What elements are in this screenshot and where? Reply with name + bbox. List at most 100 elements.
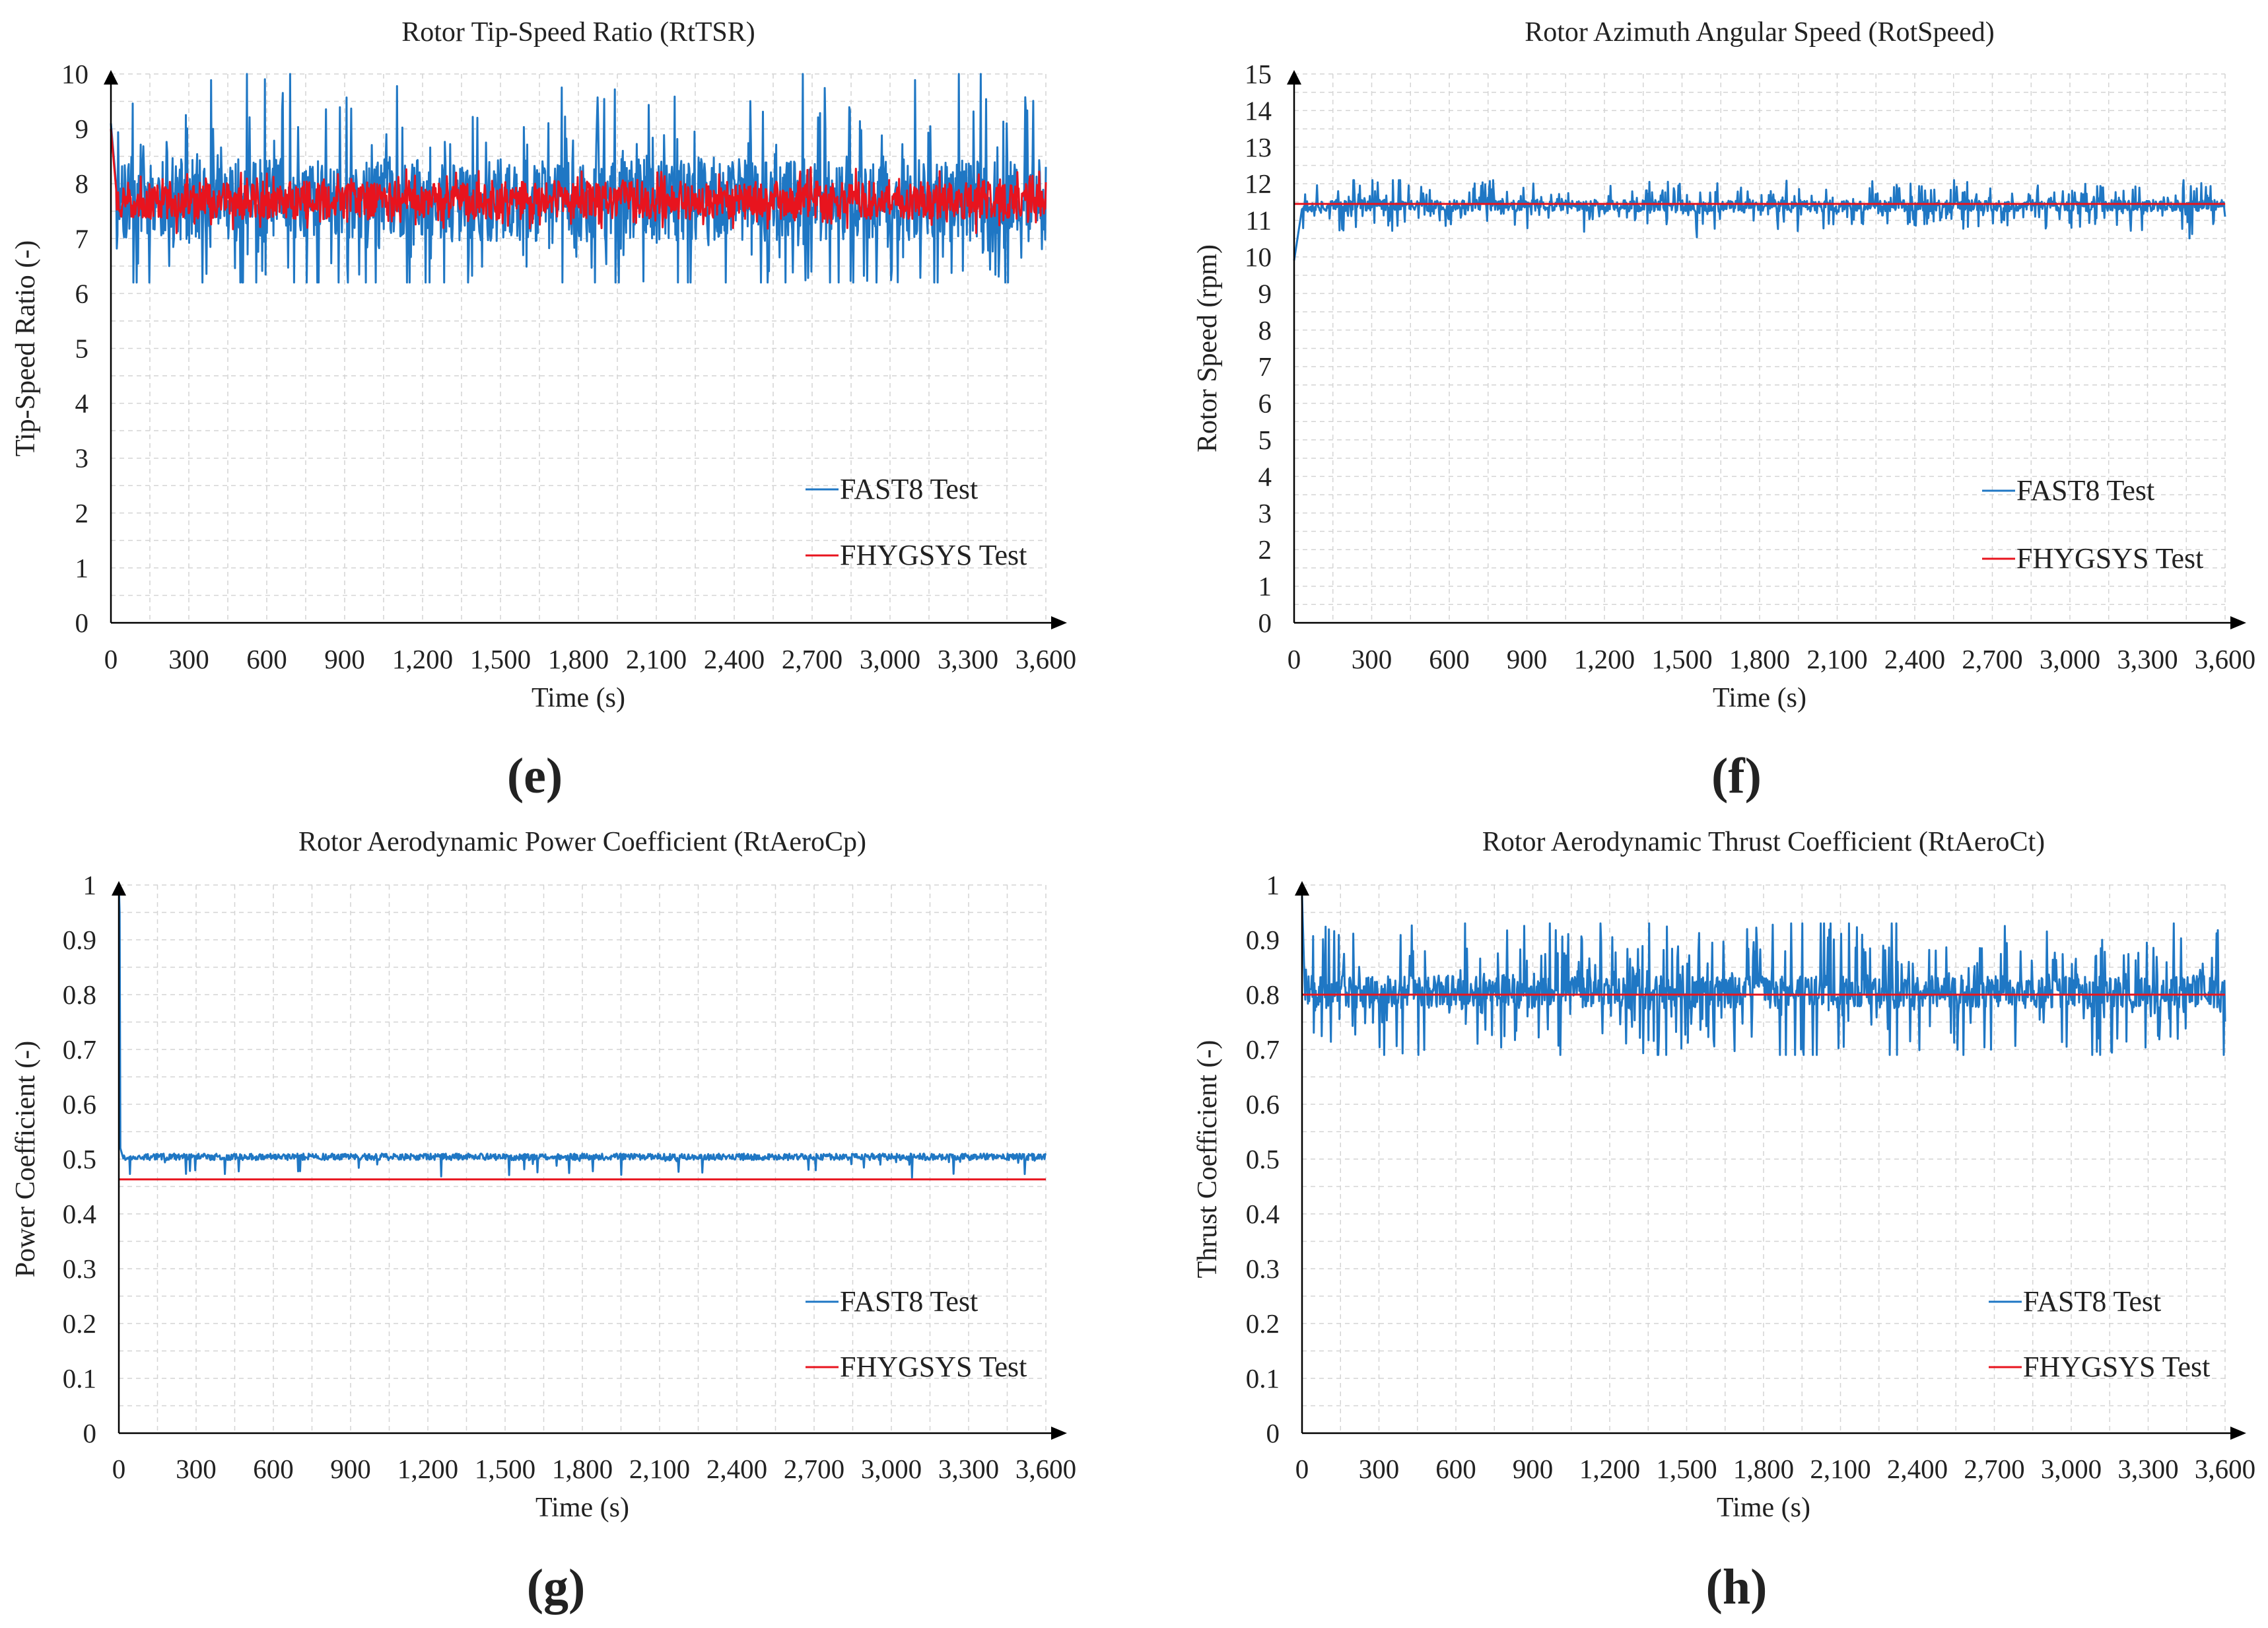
- y-tick-label: 0.5: [63, 1144, 96, 1174]
- x-tick-label: 1,500: [475, 1454, 535, 1484]
- x-tick-label: 2,100: [1810, 1454, 1871, 1484]
- x-tick-label: 900: [330, 1454, 371, 1484]
- y-tick-label: 7: [1258, 351, 1272, 382]
- y-axis-label: Thrust Coefficient (-): [1192, 1040, 1223, 1279]
- x-tick-label: 600: [1435, 1454, 1476, 1484]
- legend: FAST8 Test FHYGSYS Test: [806, 473, 1027, 571]
- legend: FAST8 Test FHYGSYS Test: [1989, 1285, 2210, 1383]
- chart-title: Rotor Azimuth Angular Speed (RotSpeed): [1525, 17, 1995, 48]
- x-tick-label: 2,700: [784, 1454, 844, 1484]
- y-tick-label: 0.2: [63, 1308, 96, 1339]
- y-tick-label: 2: [1258, 534, 1272, 565]
- x-tick-label: 3,000: [860, 644, 920, 674]
- x-tick-label: 900: [1513, 1454, 1554, 1484]
- x-tick-label: 2,100: [1806, 644, 1867, 674]
- x-tick-label: 3,000: [2041, 1454, 2102, 1484]
- series-line-fast8-test: [1301, 896, 2226, 1056]
- x-tick-label: 3,300: [938, 1454, 999, 1484]
- y-tick-label: 0.3: [1246, 1254, 1280, 1284]
- x-tick-label: 3,600: [1015, 644, 1076, 674]
- axes: [104, 70, 1067, 629]
- grid: [1302, 884, 2226, 1433]
- x-axis-label: Time (s): [535, 1493, 629, 1523]
- x-tick-label: 3,300: [2117, 1454, 2178, 1484]
- y-tick-label: 9: [75, 114, 89, 144]
- panel-label: (e): [507, 748, 563, 804]
- y-tick-label: 5: [75, 334, 89, 364]
- y-tick-label: 0.9: [1246, 925, 1280, 955]
- x-axis-arrow: [1051, 616, 1067, 629]
- x-tick-label: 3,600: [2195, 644, 2255, 674]
- y-axis-arrow: [1287, 70, 1301, 85]
- x-axis-arrow: [2230, 616, 2246, 629]
- x-tick-label: 1,500: [1651, 644, 1712, 674]
- x-tick-label: 1,500: [470, 644, 531, 674]
- x-tick-label: 2,400: [1884, 644, 1945, 674]
- y-axis-arrow: [1295, 881, 1309, 896]
- legend: FAST8 Test FHYGSYS Test: [806, 1285, 1027, 1383]
- y-axis-label: Power Coefficient (-): [11, 1041, 41, 1277]
- x-tick-label: 1,200: [392, 644, 453, 674]
- y-axis-arrow: [104, 70, 118, 85]
- grid: [1294, 73, 2226, 623]
- x-tick-label: 3,600: [1015, 1454, 1076, 1484]
- y-tick-label: 6: [75, 278, 89, 308]
- y-tick-label: 12: [1245, 168, 1272, 199]
- axes: [1295, 881, 2246, 1440]
- y-tick-label: 0.3: [63, 1254, 96, 1284]
- x-axis-label: Time (s): [532, 683, 625, 713]
- y-tick-label: 6: [1258, 388, 1272, 419]
- x-tick-label: 2,700: [1964, 1454, 2024, 1484]
- x-tick-label: 3,300: [2117, 644, 2178, 674]
- y-tick-label: 0.1: [1246, 1363, 1280, 1394]
- legend-label: FHYGSYS Test: [840, 539, 1027, 571]
- x-tick-label: 3,600: [2195, 1454, 2255, 1484]
- series-line-fast8-test: [118, 884, 1047, 1179]
- x-tick-label: 0: [104, 644, 118, 674]
- y-tick-label: 15: [1245, 59, 1272, 89]
- x-tick-label: 1,200: [1579, 1454, 1640, 1484]
- y-tick-label: 0.8: [1246, 979, 1280, 1010]
- chart-title: Rotor Tip-Speed Ratio (RtTSR): [401, 17, 755, 48]
- y-tick-label: 0.7: [63, 1034, 96, 1065]
- y-tick-label: 0.4: [1246, 1199, 1280, 1229]
- legend-label: FAST8 Test: [840, 1285, 978, 1318]
- panel-label: (h): [1706, 1559, 1768, 1615]
- y-tick-label: 9: [1258, 278, 1272, 308]
- x-tick-label: 300: [168, 644, 209, 674]
- x-tick-label: 1,800: [548, 644, 609, 674]
- y-tick-label: 8: [1258, 315, 1272, 345]
- y-tick-label: 0: [83, 1418, 97, 1448]
- y-tick-label: 3: [75, 443, 89, 474]
- chart-title: Rotor Aerodynamic Thrust Coefficient (Rt…: [1482, 827, 2045, 857]
- x-tick-label: 1,800: [1729, 644, 1790, 674]
- x-axis-label: Time (s): [1717, 1493, 1810, 1523]
- x-tick-label: 1,800: [1733, 1454, 1794, 1484]
- y-tick-label: 11: [1246, 205, 1272, 236]
- x-tick-label: 2,100: [629, 1454, 690, 1484]
- x-tick-label: 1,200: [397, 1454, 458, 1484]
- y-tick-label: 0.4: [63, 1199, 96, 1229]
- chart-panel-f: 0 300 600 900 1,200 1,500 1,800 2,100 2,400 2,700…: [1192, 17, 2255, 804]
- x-tick-label: 300: [1352, 644, 1392, 674]
- x-tick-label: 2,400: [704, 644, 765, 674]
- legend-label: FAST8 Test: [2023, 1285, 2161, 1318]
- y-tick-label: 0.6: [63, 1089, 96, 1119]
- y-tick-label: 3: [1258, 498, 1272, 528]
- y-tick-label: 0.7: [1246, 1034, 1280, 1065]
- y-axis-label: Rotor Speed (rpm): [1192, 244, 1223, 452]
- y-tick-label: 5: [1258, 425, 1272, 455]
- y-tick-label: 1: [83, 870, 97, 900]
- x-tick-label: 600: [253, 1454, 294, 1484]
- x-tick-label: 3,000: [861, 1454, 922, 1484]
- y-tick-label: 4: [75, 388, 89, 419]
- y-tick-label: 14: [1245, 95, 1272, 125]
- x-tick-label: 300: [1359, 1454, 1400, 1484]
- series-line-fast8-test: [1293, 179, 2226, 261]
- y-tick-label: 0: [1258, 608, 1272, 638]
- legend-label: FHYGSYS Test: [840, 1351, 1027, 1383]
- legend-label: FAST8 Test: [840, 473, 978, 505]
- x-axis-arrow: [2230, 1427, 2246, 1440]
- x-tick-label: 300: [176, 1454, 217, 1484]
